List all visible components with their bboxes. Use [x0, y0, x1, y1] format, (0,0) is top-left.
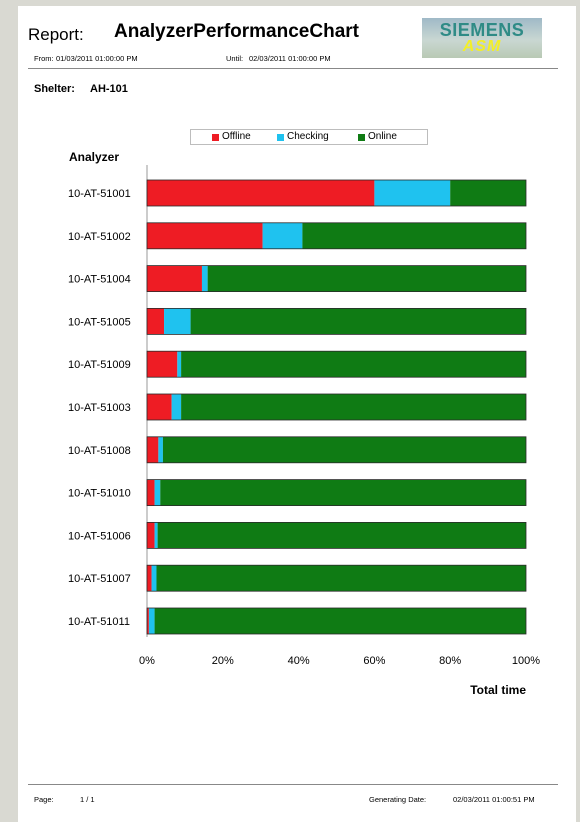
category-label: 10-AT-51001: [68, 188, 131, 200]
bar-outline: [146, 222, 527, 250]
x-tick-label: 60%: [363, 655, 385, 667]
bar-segment-offline: [147, 308, 165, 335]
generating-date-value: 02/03/2011 01:00:51 PM: [453, 795, 535, 804]
bar-segment-checking: [164, 308, 191, 335]
x-axis-title: Total time: [470, 683, 526, 697]
category-label: 10-AT-51004: [68, 274, 131, 286]
bar-segment-offline: [147, 565, 152, 592]
page-value: 1 / 1: [80, 795, 95, 804]
bar-outline: [146, 436, 527, 464]
report-title: AnalyzerPerformanceChart: [114, 21, 359, 42]
bar-segment-online: [157, 522, 526, 549]
bar-segment-checking: [177, 351, 182, 378]
until-value: 02/03/2011 01:00:00 PM: [249, 54, 331, 63]
until-label: Until:: [226, 54, 244, 63]
from-value: 01/03/2011 01:00:00 PM: [56, 54, 138, 63]
legend-label-checking: Checking: [287, 131, 329, 142]
category-label: 10-AT-51003: [68, 402, 131, 414]
bar-segment-checking: [151, 565, 157, 592]
bar-segment-online: [154, 608, 526, 634]
chart-legend: Offline Checking Online: [190, 129, 428, 145]
bar-segment-checking: [154, 479, 161, 506]
bar-segment-checking: [171, 394, 182, 420]
bar-segment-checking: [201, 265, 208, 292]
category-label: 10-AT-51002: [68, 231, 131, 243]
x-tick-label: 80%: [439, 655, 461, 667]
bar-segment-online: [156, 565, 526, 592]
shelter-label: Shelter:: [34, 83, 75, 95]
bar-segment-checking: [154, 522, 158, 549]
bar-segment-checking: [374, 180, 451, 206]
from-label: From:: [34, 54, 54, 63]
bar-segment-offline: [147, 608, 149, 634]
bar-segment-offline: [147, 222, 263, 249]
bar-outline: [146, 307, 527, 335]
bar-outline: [146, 564, 527, 592]
bar-segment-online: [302, 222, 526, 249]
bar-segment-online: [450, 180, 526, 206]
bar-segment-offline: [147, 351, 178, 378]
category-label: 10-AT-51009: [68, 359, 131, 371]
bar-segment-online: [160, 479, 526, 506]
bar-segment-offline: [147, 522, 155, 549]
legend-swatch-checking: [277, 134, 284, 141]
bar-segment-online: [181, 351, 527, 378]
category-label: 10-AT-51011: [68, 616, 130, 628]
category-label: 10-AT-51006: [68, 530, 131, 542]
bar-segment-offline: [147, 479, 155, 506]
legend-label-online: Online: [368, 131, 397, 142]
category-label: 10-AT-51008: [68, 445, 131, 457]
bar-segment-offline: [147, 394, 172, 420]
bar-segment-offline: [147, 265, 202, 292]
bar-segment-online: [162, 436, 526, 463]
legend-label-offline: Offline: [222, 131, 251, 142]
bar-segment-online: [190, 308, 526, 335]
bar-outline: [146, 607, 527, 635]
bar-segment-online: [207, 265, 526, 292]
bar-outline: [146, 179, 527, 207]
header-divider: [28, 68, 558, 69]
bar-segment-checking: [262, 222, 303, 249]
bar-outline: [146, 350, 527, 378]
y-axis-title: Analyzer: [69, 150, 120, 164]
category-label: 10-AT-51010: [68, 488, 131, 500]
bar-outline: [146, 522, 527, 549]
shelter-value: AH-101: [90, 83, 128, 95]
generating-date-label: Generating Date:: [369, 795, 427, 804]
bar-segment-offline: [147, 436, 159, 463]
bar-segment-online: [181, 394, 527, 420]
bar-segment-offline: [147, 180, 375, 206]
footer-divider: [28, 784, 558, 785]
legend-swatch-offline: [212, 134, 219, 141]
siemens-asm-logo: SIEMENS ASM: [422, 18, 542, 58]
x-tick-label: 100%: [512, 655, 540, 667]
bar-outline: [146, 479, 527, 507]
x-tick-label: 20%: [212, 655, 234, 667]
x-tick-label: 40%: [288, 655, 310, 667]
bar-outline: [146, 393, 527, 421]
logo-asm-text: ASM: [462, 38, 502, 55]
category-label: 10-AT-51005: [68, 316, 131, 328]
page-label: Page:: [34, 795, 54, 804]
x-tick-label: 0%: [139, 655, 155, 667]
bar-outline: [146, 265, 527, 293]
bar-segment-checking: [158, 436, 163, 463]
legend-swatch-online: [358, 134, 365, 141]
report-label: Report:: [28, 25, 84, 44]
logo-siemens-text: SIEMENS: [439, 20, 525, 40]
category-label: 10-AT-51007: [68, 573, 131, 585]
bar-segment-checking: [148, 608, 155, 634]
